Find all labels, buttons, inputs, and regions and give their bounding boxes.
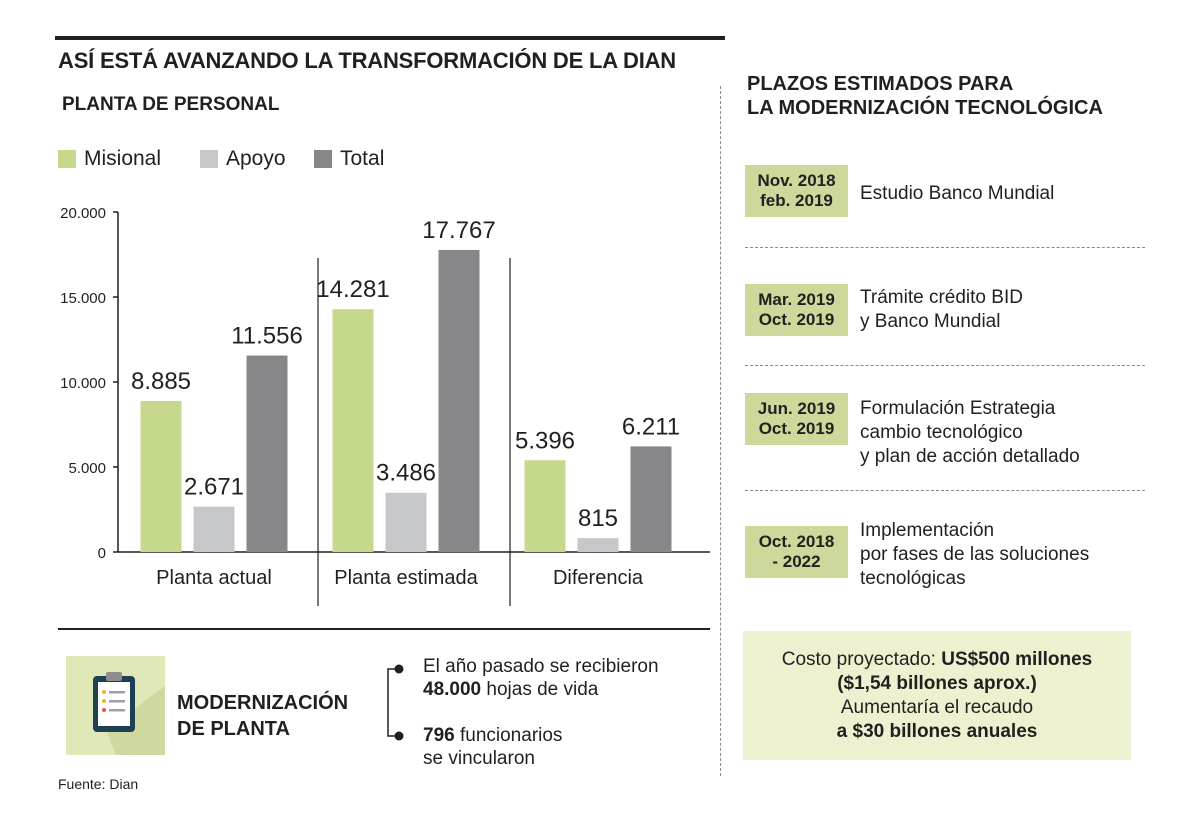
fact2-rest: funcionarios <box>454 725 563 746</box>
timeline-text-4-line2: por fases de las soluciones <box>860 544 1090 565</box>
modernizacion-title: MODERNIZACIÓN DE PLANTA <box>177 690 348 742</box>
timeline-title: PLAZOS ESTIMADOS PARA LA MODERNIZACIÓN T… <box>747 72 1103 120</box>
fact-hojas-de-vida: El año pasado se recibieron 48.000 hojas… <box>423 655 659 701</box>
legend-item-apoyo: Apoyo <box>200 147 286 171</box>
data-label: 5.396 <box>515 427 575 454</box>
data-label: 3.486 <box>376 460 436 487</box>
timeline-title-line1: PLAZOS ESTIMADOS PARA <box>747 73 1014 95</box>
cost-box: Costo proyectado: US$500 millones ($1,54… <box>743 631 1131 760</box>
cost-line1: Costo proyectado: US$500 millones <box>782 648 1093 672</box>
x-tick-label: Planta actual <box>156 567 272 589</box>
timeline-date-4-end: - 2022 <box>772 552 821 571</box>
data-label: 8.885 <box>131 368 191 395</box>
bar-total <box>630 446 672 552</box>
fact1-number: 48.000 <box>423 679 482 700</box>
bar-total <box>246 355 288 552</box>
data-label: 11.556 <box>231 323 303 350</box>
timeline-date-1-start: Nov. 2018 <box>757 171 836 190</box>
fact2-number: 796 <box>423 725 455 746</box>
timeline-divider <box>745 247 1145 248</box>
y-tick-label: 0 <box>98 545 106 562</box>
timeline-text-3-line3: y plan de acción detallado <box>860 446 1080 467</box>
fact1-line2: 48.000 hojas de vida <box>423 678 659 701</box>
modernizacion-title-line1: MODERNIZACIÓN <box>177 692 349 714</box>
page-title: ASÍ ESTÁ AVANZANDO LA TRANSFORMACIÓN DE … <box>58 48 676 73</box>
timeline-divider <box>745 490 1145 491</box>
legend-item-misional: Misional <box>58 147 161 171</box>
data-label: 6.211 <box>622 413 680 440</box>
timeline-date-4-start: Oct. 2018 <box>758 532 835 551</box>
timeline-divider <box>745 365 1145 366</box>
legend-label-apoyo: Apoyo <box>226 147 286 170</box>
timeline-text-4-line3: tecnológicas <box>860 568 966 589</box>
data-label: 14.281 <box>316 276 389 303</box>
fact1-rest: hojas de vida <box>481 679 599 700</box>
timeline-date-3: Jun. 2019 Oct. 2019 <box>745 393 848 445</box>
y-tick-label: 15.000 <box>60 290 106 307</box>
timeline-text-2-line2: y Banco Mundial <box>860 311 1001 332</box>
timeline-text-4-line1: Implementación <box>860 520 995 541</box>
y-tick-label: 20.000 <box>60 205 106 222</box>
bar-apoyo <box>577 538 619 552</box>
timeline-date-4: Oct. 2018 - 2022 <box>745 526 848 578</box>
timeline-text-3-line1: Formulación Estrategia <box>860 398 1056 419</box>
timeline-text-1-line1: Estudio Banco Mundial <box>860 183 1055 204</box>
bar-apoyo <box>193 506 235 552</box>
legend-swatch-apoyo <box>200 150 218 168</box>
section-separator <box>58 628 710 630</box>
clipboard-icon <box>66 656 165 755</box>
legend-label-misional: Misional <box>84 147 162 170</box>
timeline-title-line2: LA MODERNIZACIÓN TECNOLÓGICA <box>747 97 1103 119</box>
source-note: Fuente: Dian <box>58 776 139 792</box>
timeline-date-2-start: Mar. 2019 <box>758 290 835 309</box>
timeline-date-2-end: Oct. 2019 <box>758 310 835 329</box>
timeline-text-1: Estudio Banco Mundial <box>860 182 1054 206</box>
data-label: 17.767 <box>422 217 495 244</box>
bar-chart: 0 5.000 10.000 15.000 20.000 8.885 2.671 11.55… <box>60 205 710 606</box>
bar-misional <box>332 309 374 552</box>
fact2-line2: se vincularon <box>423 748 535 769</box>
timeline-text-4: Implementación por fases de las solucion… <box>860 519 1089 591</box>
timeline-text-3: Formulación Estrategia cambio tecnológic… <box>860 397 1080 469</box>
x-tick-label: Planta estimada <box>334 567 478 589</box>
title-rule <box>55 36 725 40</box>
timeline-date-3-end: Oct. 2019 <box>758 419 835 438</box>
cost-line4: a $30 billones anuales <box>836 720 1038 742</box>
fact-funcionarios: 796 funcionarios se vincularon <box>423 724 562 770</box>
timeline-date-2: Mar. 2019 Oct. 2019 <box>745 284 848 336</box>
timeline-date-1-end: feb. 2019 <box>760 191 833 210</box>
chart-subtitle: PLANTA DE PERSONAL <box>62 94 280 115</box>
legend-item-total: Total <box>314 147 384 171</box>
data-label: 815 <box>578 505 618 532</box>
cost-prefix: Costo proyectado: <box>781 648 942 670</box>
cost-line3: Aumentaría el recaudo <box>840 696 1034 718</box>
timeline-date-3-start: Jun. 2019 <box>757 399 836 418</box>
fact2-line1: 796 funcionarios <box>423 724 562 747</box>
column-divider <box>720 86 721 776</box>
bar-misional <box>524 460 566 552</box>
legend-label-total: Total <box>340 147 385 170</box>
bar-misional <box>140 400 182 552</box>
fact1-line1: El año pasado se recibieron <box>423 656 659 677</box>
x-tick-label: Diferencia <box>553 567 644 589</box>
bar-total <box>438 249 480 552</box>
bar-apoyo <box>385 492 427 552</box>
y-tick-label: 5.000 <box>68 460 106 477</box>
modernizacion-title-line2: DE PLANTA <box>177 718 290 740</box>
timeline-date-1: Nov. 2018 feb. 2019 <box>745 165 848 217</box>
bracket-connector <box>387 664 404 741</box>
y-tick-label: 10.000 <box>60 375 106 392</box>
timeline-text-2: Trámite crédito BID y Banco Mundial <box>860 286 1023 334</box>
data-label: 2.671 <box>184 474 244 501</box>
cost-line2: ($1,54 billones aprox.) <box>837 672 1037 694</box>
timeline-text-2-line1: Trámite crédito BID <box>860 287 1023 308</box>
timeline-text-3-line2: cambio tecnológico <box>860 422 1023 443</box>
legend-swatch-total <box>314 150 332 168</box>
legend-swatch-misional <box>58 150 76 168</box>
cost-amount: US$500 millones <box>941 648 1093 670</box>
